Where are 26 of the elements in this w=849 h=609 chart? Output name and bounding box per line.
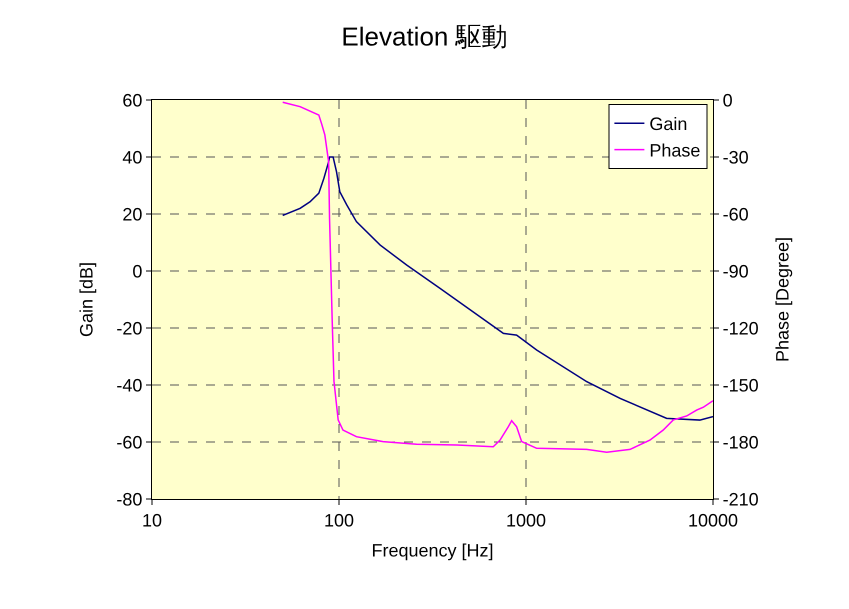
x-tick-label: 100 (324, 510, 354, 531)
y-tick-label: 40 (122, 147, 142, 168)
y2-tick-label: -150 (722, 375, 759, 396)
y-tick-label: 60 (122, 90, 142, 110)
y2-tick-label: -30 (722, 147, 749, 168)
y-axis-title: Gain [dB] (76, 262, 97, 338)
y-tick-label: -60 (116, 432, 142, 452)
chart-title: Elevation 駆動 (341, 22, 508, 52)
legend-label: Gain (649, 114, 688, 134)
y-tick-label: 0 (132, 261, 142, 282)
y2-tick-label: -120 (722, 318, 759, 338)
legend-label: Phase (649, 140, 700, 161)
y-tick-label: -80 (116, 489, 142, 510)
y2-axis-title: Phase [Degree] (772, 236, 793, 362)
x-tick-label: 1000 (506, 510, 546, 531)
y-tick-label: -20 (116, 318, 142, 338)
y2-tick-label: 0 (722, 90, 733, 110)
x-axis-title: Frequency [Hz] (371, 540, 494, 561)
y-tick-label: 20 (122, 204, 142, 224)
y2-tick-label: -180 (722, 432, 759, 452)
y2-tick-label: -90 (722, 261, 749, 282)
y2-tick-label: -210 (722, 489, 759, 510)
y2-tick-label: -60 (722, 204, 749, 224)
x-tick-label: 10 (142, 510, 162, 531)
x-tick-label: 10000 (688, 510, 738, 531)
y-tick-label: -40 (116, 375, 142, 396)
